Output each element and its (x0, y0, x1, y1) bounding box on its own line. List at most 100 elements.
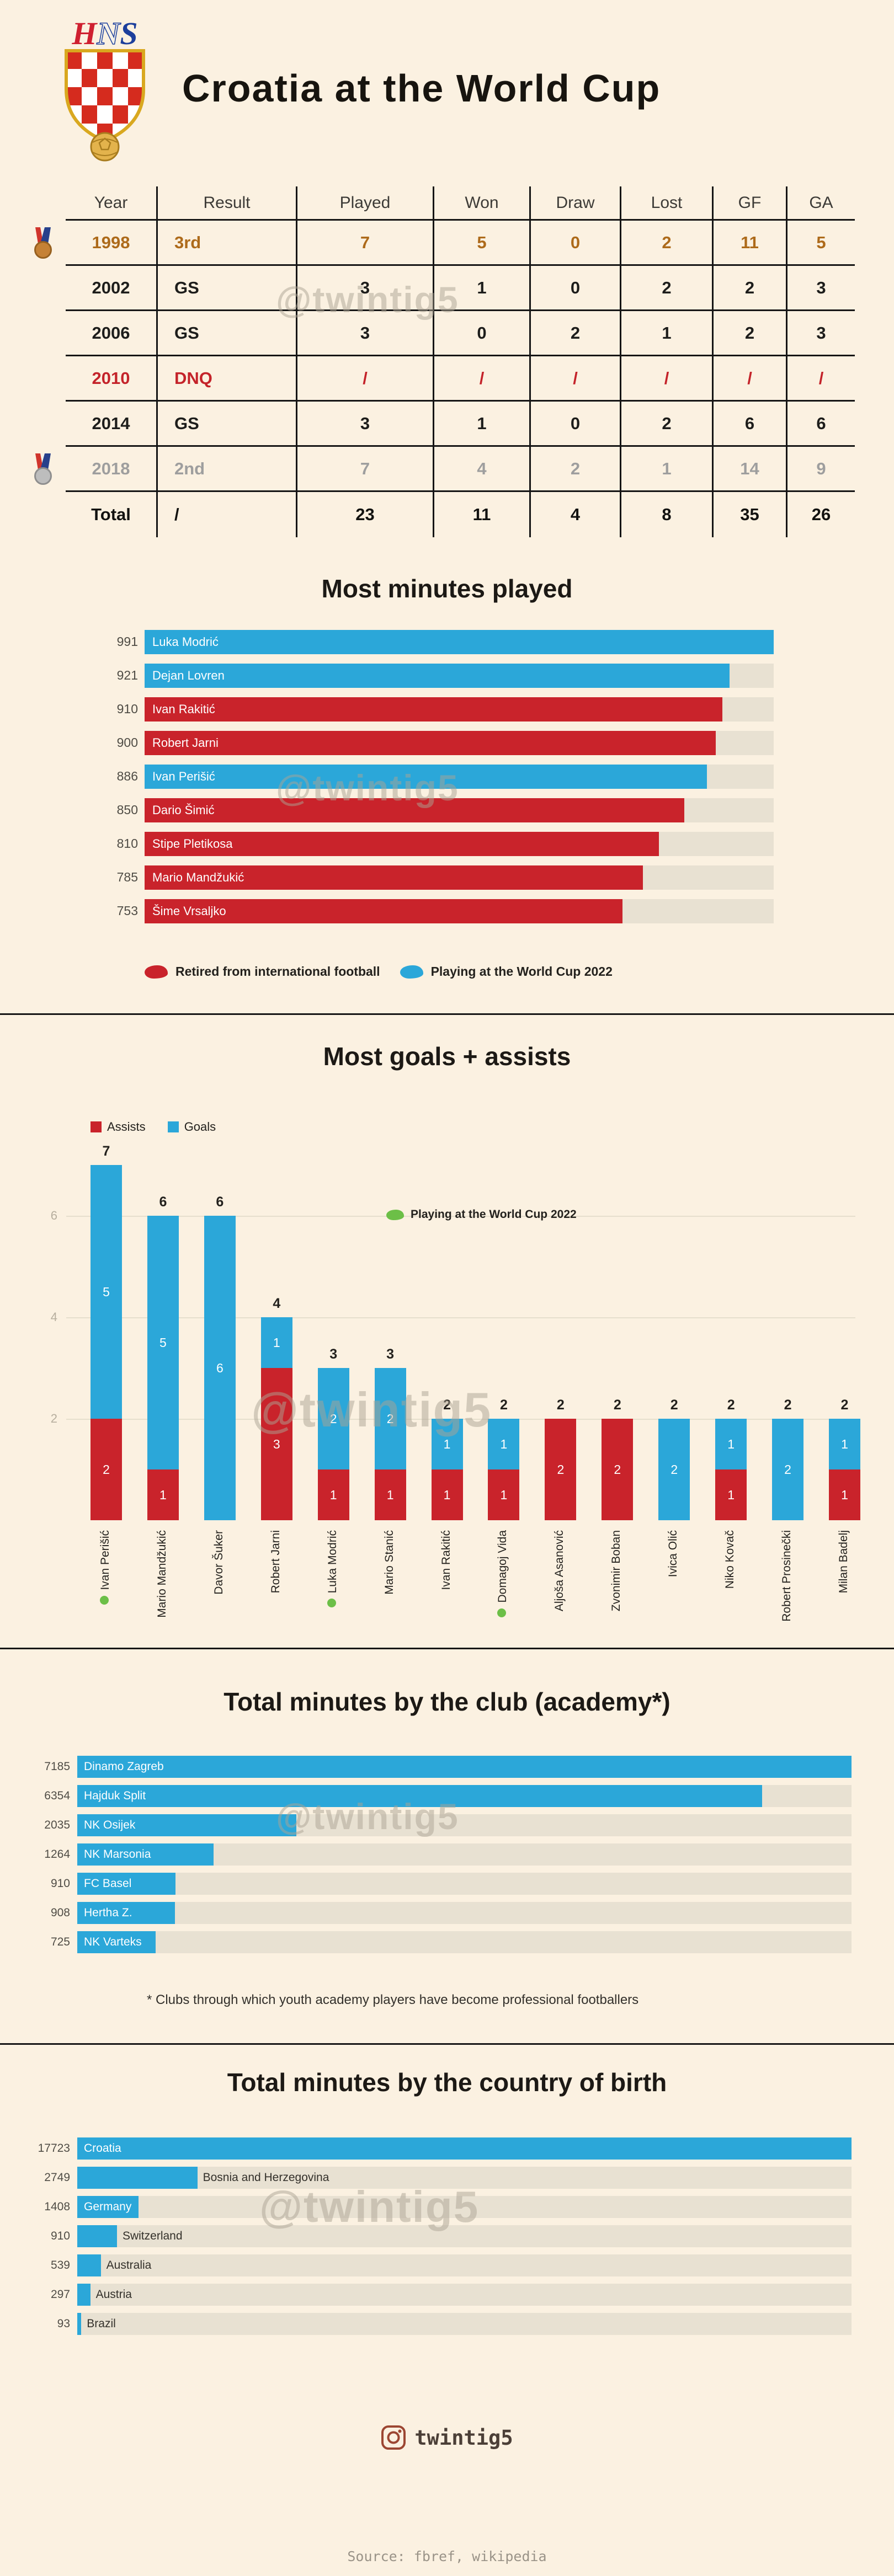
bar-label: NK Marsonia (84, 1847, 151, 1861)
bar-label: Hertha Z. (84, 1906, 132, 1919)
goals-segment: 5 (147, 1216, 179, 1469)
bar-total-value: 3 (386, 1346, 395, 1362)
bar-track: Ivan Rakitić (145, 697, 774, 722)
hbar (77, 2225, 117, 2247)
goals-segment: 2 (317, 1368, 349, 1469)
goals-segment: 1 (715, 1419, 747, 1469)
minutes-bar-chart: 991 Luka Modrić 921 Dejan Lovren 910 Ivan Rak… (0, 625, 894, 928)
hbar-row: 93 Brazil (0, 2309, 894, 2338)
hns-crest-logo: HNS (65, 15, 145, 162)
hbar-row: 910 Switzerland (0, 2221, 894, 2251)
minutes-bar: Šime Vrsaljko (145, 899, 623, 923)
hbar-row: 2749 Bosnia and Herzegovina (0, 2163, 894, 2192)
bar-label: Ivan Rakitić (152, 702, 215, 716)
table-cell: 23 (296, 492, 433, 537)
x-axis-label: Robert Jarni (269, 1530, 282, 1594)
bar-label: Ivan Perišić (152, 769, 215, 783)
medal-cell (20, 492, 66, 537)
bar-track: Dario Šimić (145, 798, 774, 822)
minutes-row: 810 Stipe Pletikosa (0, 827, 894, 861)
assists-segment: 1 (317, 1469, 349, 1520)
bar-value: 910 (116, 702, 138, 716)
table-cell: 2018 (66, 447, 156, 492)
minutes-row: 850 Dario Šimić (0, 793, 894, 827)
bar-value: 7185 (44, 1760, 70, 1773)
assists-segment: 1 (488, 1469, 520, 1520)
table-cell: 11 (433, 492, 529, 537)
table-cell: 2 (620, 402, 712, 447)
x-axis-label: Robert Prosinečki (780, 1530, 794, 1622)
bar-label: Switzerland (122, 2229, 183, 2242)
goals-segment: 1 (488, 1419, 520, 1469)
x-axis-labels: Ivan Perišić Mario Mandžukić Davor Šuker Ro… (91, 1526, 860, 1655)
bar-track: FC Basel (77, 1872, 852, 1895)
bar-track: Germany (77, 2195, 852, 2218)
medal-cell (20, 402, 66, 447)
ball-icon (90, 132, 120, 162)
minutes-bar: Ivan Rakitić (145, 697, 722, 722)
bar-value: 908 (50, 1906, 70, 1919)
bar-track: Stipe Pletikosa (145, 831, 774, 856)
silver-medal-icon (34, 453, 52, 485)
bar-track: Dinamo Zagreb (77, 1755, 852, 1778)
table-cell: 2006 (66, 311, 156, 356)
goals-segment: 2 (658, 1419, 690, 1520)
bar-value: 1264 (44, 1847, 70, 1861)
bar-value: 921 (116, 668, 138, 682)
minutes-bar: Dejan Lovren (145, 663, 730, 688)
gridline (66, 1317, 855, 1318)
x-axis-label: Milan Badelj (837, 1530, 850, 1594)
x-axis-label: Ivan Perišić (99, 1530, 112, 1640)
goals-segment: 2 (374, 1368, 406, 1469)
bar-label: Bosnia and Herzegovina (203, 2171, 329, 2184)
bar-total-value: 2 (556, 1397, 565, 1413)
bar-value: 6354 (44, 1789, 70, 1802)
table-cell: / (433, 356, 529, 402)
hbar (77, 2312, 82, 2335)
x-axis-cell: Robert Prosinečki (772, 1526, 803, 1655)
bar-track: NK Osijek (77, 1814, 852, 1836)
bar-total-value: 2 (670, 1397, 678, 1413)
bar-label: Mario Mandžukić (152, 870, 244, 884)
table-cell: 6 (712, 402, 786, 447)
x-axis-label: Domagoj Vida (496, 1530, 509, 1640)
goals-segment: 1 (431, 1419, 463, 1469)
legend-item-playing: Playing at the World Cup 2022 (400, 964, 613, 979)
legend-item-assists: Assists (91, 1120, 146, 1134)
bar-track: Switzerland (77, 2225, 852, 2247)
table-cell: 0 (529, 402, 620, 447)
bar-value: 1408 (44, 2200, 70, 2213)
bar-total-value: 4 (273, 1296, 281, 1311)
medal-spacer (20, 186, 66, 221)
hbar: NK Varteks (77, 1931, 156, 1953)
table-cell: 3 (786, 266, 855, 311)
table-header-cell: GA (786, 186, 855, 221)
assists-segment: 1 (715, 1469, 747, 1520)
retired-legend-swatch (145, 965, 168, 979)
bar-label: FC Basel (84, 1877, 132, 1890)
x-axis-label: Davor Šuker (212, 1530, 225, 1595)
medal-cell (20, 356, 66, 402)
bar-track: Bosnia and Herzegovina (77, 2166, 852, 2189)
bar-value: 910 (50, 1877, 70, 1890)
medal-cell (20, 447, 66, 492)
table-cell: 0 (529, 221, 620, 266)
bar-label: Austria (95, 2288, 132, 2301)
assists-segment: 1 (374, 1469, 406, 1520)
assists-segment: 2 (545, 1419, 577, 1520)
bar-total-value: 6 (159, 1194, 167, 1210)
hbar (77, 2166, 198, 2189)
instagram-handle: twintig5 (414, 2425, 513, 2450)
table-cell: 1 (433, 266, 529, 311)
x-axis-label: Ivan Rakitić (439, 1530, 453, 1590)
table-row: Total /23 11 4 8 35 26 (20, 492, 855, 537)
table-cell: 3rd (156, 221, 296, 266)
x-axis-cell: Luka Modrić (318, 1526, 349, 1655)
bar-value: 297 (50, 2288, 70, 2301)
table-header-cell: GF (712, 186, 786, 221)
